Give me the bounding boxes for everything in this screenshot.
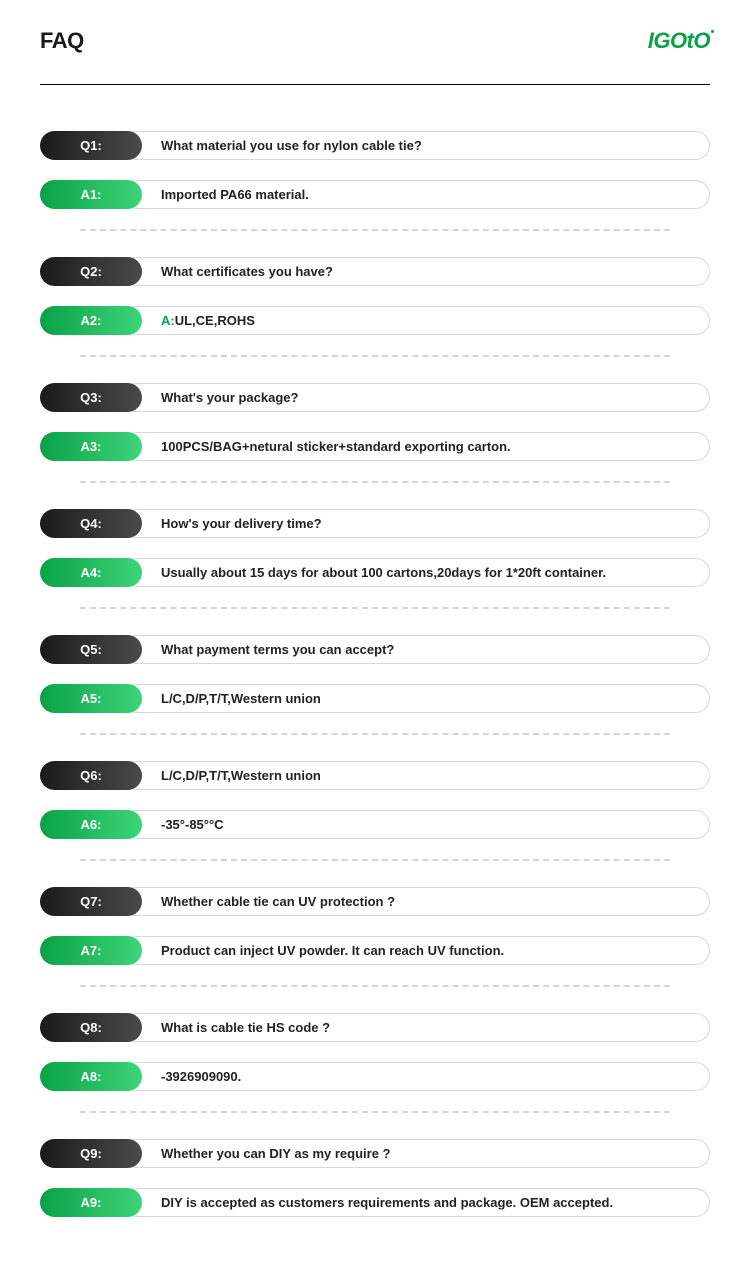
answer-row: A5:L/C,D/P,T/T,Western union [40, 684, 710, 713]
faq-item: Q1:What material you use for nylon cable… [40, 131, 710, 209]
question-text: What is cable tie HS code ? [122, 1013, 710, 1042]
answer-text: L/C,D/P,T/T,Western union [122, 684, 710, 713]
answer-row: A6:-35°-85°°C [40, 810, 710, 839]
question-label-pill: Q5: [40, 635, 142, 664]
question-text: What material you use for nylon cable ti… [122, 131, 710, 160]
answer-label-pill: A8: [40, 1062, 142, 1091]
question-row: Q4:How's your delivery time? [40, 509, 710, 538]
faq-divider [80, 859, 670, 861]
faq-item: Q2:What certificates you have?A2:A:UL,CE… [40, 257, 710, 335]
answer-row: A3:100PCS/BAG+netural sticker+standard e… [40, 432, 710, 461]
question-row: Q1:What material you use for nylon cable… [40, 131, 710, 160]
faq-item: Q8:What is cable tie HS code ? A8:-392690… [40, 1013, 710, 1091]
question-row: Q3:What's your package? [40, 383, 710, 412]
faq-item: Q4:How's your delivery time? A4:Usually a… [40, 509, 710, 587]
page-title: FAQ [40, 28, 84, 54]
question-label-pill: Q9: [40, 1139, 142, 1168]
question-label-pill: Q6: [40, 761, 142, 790]
answer-text: Usually about 15 days for about 100 cart… [122, 558, 710, 587]
answer-row: A4:Usually about 15 days for about 100 c… [40, 558, 710, 587]
answer-text: Imported PA66 material. [122, 180, 710, 209]
faq-divider [80, 481, 670, 483]
answer-label-pill: A9: [40, 1188, 142, 1217]
question-row: Q7:Whether cable tie can UV protection ? [40, 887, 710, 916]
question-text: L/C,D/P,T/T,Western union [122, 761, 710, 790]
answer-row: A7:Product can inject UV powder. It can … [40, 936, 710, 965]
question-label-pill: Q8: [40, 1013, 142, 1042]
faq-divider [80, 355, 670, 357]
question-label-pill: Q3: [40, 383, 142, 412]
faq-divider [80, 1111, 670, 1113]
question-text: What payment terms you can accept? [122, 635, 710, 664]
answer-body-text: UL,CE,ROHS [175, 313, 255, 328]
question-text: Whether you can DIY as my require ? [122, 1139, 710, 1168]
question-label-pill: Q4: [40, 509, 142, 538]
faq-item: Q9:Whether you can DIY as my require ? A9… [40, 1139, 710, 1217]
question-row: Q8:What is cable tie HS code ? [40, 1013, 710, 1042]
answer-text: Product can inject UV powder. It can rea… [122, 936, 710, 965]
answer-label-pill: A2: [40, 306, 142, 335]
answer-text: A:UL,CE,ROHS [122, 306, 710, 335]
answer-text: -3926909090. [122, 1062, 710, 1091]
answer-label-pill: A3: [40, 432, 142, 461]
answer-label-pill: A4: [40, 558, 142, 587]
question-text: How's your delivery time? [122, 509, 710, 538]
question-row: Q2:What certificates you have? [40, 257, 710, 286]
question-text: Whether cable tie can UV protection ? [122, 887, 710, 916]
faq-item: Q3:What's your package? A3:100PCS/BAG+net… [40, 383, 710, 461]
answer-row: A8:-3926909090. [40, 1062, 710, 1091]
answer-row: A2:A:UL,CE,ROHS [40, 306, 710, 335]
question-label-pill: Q7: [40, 887, 142, 916]
faq-item: Q7:Whether cable tie can UV protection ?… [40, 887, 710, 965]
faq-item: Q6:L/C,D/P,T/T,Western union A6:-35°-85°°… [40, 761, 710, 839]
question-text: What certificates you have? [122, 257, 710, 286]
question-row: Q5:What payment terms you can accept? [40, 635, 710, 664]
page-header: FAQ IGOtO [40, 28, 710, 85]
question-label-pill: Q1: [40, 131, 142, 160]
faq-divider [80, 607, 670, 609]
answer-text: -35°-85°°C [122, 810, 710, 839]
faq-divider [80, 229, 670, 231]
answer-label-pill: A7: [40, 936, 142, 965]
answer-row: A1:Imported PA66 material. [40, 180, 710, 209]
faq-list: Q1:What material you use for nylon cable… [40, 131, 710, 1217]
question-text: What's your package? [122, 383, 710, 412]
answer-prefix: A: [161, 313, 175, 328]
answer-label-pill: A1: [40, 180, 142, 209]
faq-divider [80, 985, 670, 987]
answer-row: A9:DIY is accepted as customers requirem… [40, 1188, 710, 1217]
faq-divider [80, 733, 670, 735]
answer-label-pill: A6: [40, 810, 142, 839]
question-row: Q9:Whether you can DIY as my require ? [40, 1139, 710, 1168]
faq-item: Q5:What payment terms you can accept? A5:… [40, 635, 710, 713]
answer-text: DIY is accepted as customers requirement… [122, 1188, 710, 1217]
question-row: Q6:L/C,D/P,T/T,Western union [40, 761, 710, 790]
brand-logo: IGOtO [648, 28, 710, 54]
answer-label-pill: A5: [40, 684, 142, 713]
answer-text: 100PCS/BAG+netural sticker+standard expo… [122, 432, 710, 461]
question-label-pill: Q2: [40, 257, 142, 286]
